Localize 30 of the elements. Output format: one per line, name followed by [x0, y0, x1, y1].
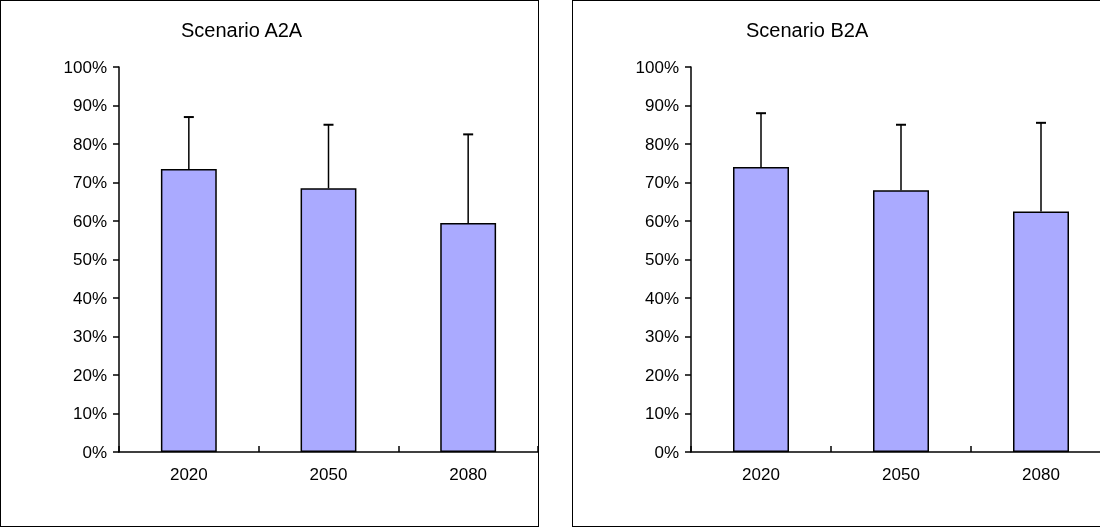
y-tick-label: 10% [72, 404, 107, 423]
x-tick-label: 2050 [882, 465, 920, 484]
y-tick-label: 80% [644, 134, 679, 154]
y-tick-label: 100% [635, 57, 679, 77]
y-tick-label: 80% [72, 134, 107, 154]
y-tick-label: 30% [644, 327, 679, 346]
y-tick-label: 30% [72, 327, 107, 346]
y-tick-label: 90% [644, 96, 679, 115]
y-tick-label: 60% [644, 211, 679, 231]
x-tick-label: 2080 [1022, 465, 1060, 484]
x-tick-label: 2050 [309, 465, 348, 484]
x-tick-label: 2020 [169, 465, 208, 484]
y-tick-label: 70% [644, 173, 679, 192]
y-tick-label: 20% [72, 365, 107, 385]
y-tick-label: 40% [72, 288, 107, 308]
y-tick-label: 60% [72, 211, 107, 231]
y-tick-label: 0% [654, 442, 679, 462]
chart-title: Scenario A2A [181, 19, 303, 41]
y-tick-label: 50% [72, 250, 107, 269]
y-tick-label: 20% [644, 365, 679, 385]
y-tick-label: 40% [644, 288, 679, 308]
y-tick-label: 0% [82, 442, 107, 462]
x-tick-label: 2020 [742, 465, 780, 484]
y-tick-label: 50% [644, 250, 679, 269]
y-tick-label: 90% [72, 96, 107, 115]
x-tick-label: 2080 [449, 465, 488, 484]
y-tick-label: 100% [63, 57, 107, 77]
y-tick-label: 10% [644, 404, 679, 423]
y-tick-label: 70% [72, 173, 107, 192]
chart-title: Scenario B2A [746, 19, 869, 41]
